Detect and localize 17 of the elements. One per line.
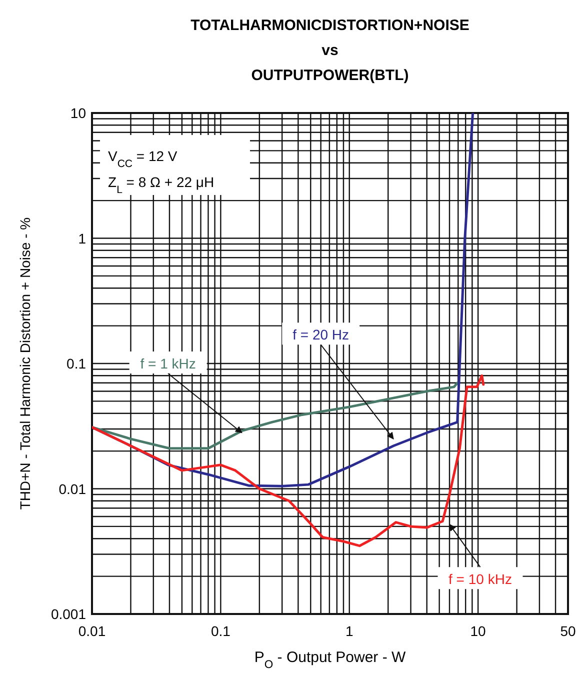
y-tick-label: 10 bbox=[70, 105, 86, 121]
text: f = 10 kHz bbox=[448, 571, 512, 588]
x-tick-label: 1 bbox=[345, 623, 354, 639]
y-tick-label: 0.01 bbox=[58, 480, 86, 497]
text: f = 1 kHz bbox=[140, 356, 196, 372]
y-tick-label: 1 bbox=[78, 230, 86, 246]
x-axis-title: P$_{O}$ - Output Power - W bbox=[254, 649, 406, 671]
annotation: Z$_{L}$ = 8 Ω + 22 μH bbox=[108, 174, 214, 196]
x-tick-label: 50 bbox=[560, 623, 576, 639]
annotation: V$_{CC}$ = 12 V bbox=[108, 148, 178, 170]
chart-title: TOTALHARMONICDISTORTION+NOISE vs OUTPUTPOWER(BTL) bbox=[190, 17, 470, 84]
x-tick-label: 0.1 bbox=[210, 623, 231, 639]
x-tick-label: 10 bbox=[470, 623, 486, 639]
y-axis-title: THD+N - Total Harmonic Distortion + Noise - % bbox=[17, 217, 33, 510]
y-tick-label: 0.1 bbox=[66, 356, 86, 372]
y-tick-label: 0.001 bbox=[50, 606, 86, 622]
text: f = 20 Hz bbox=[292, 326, 350, 343]
